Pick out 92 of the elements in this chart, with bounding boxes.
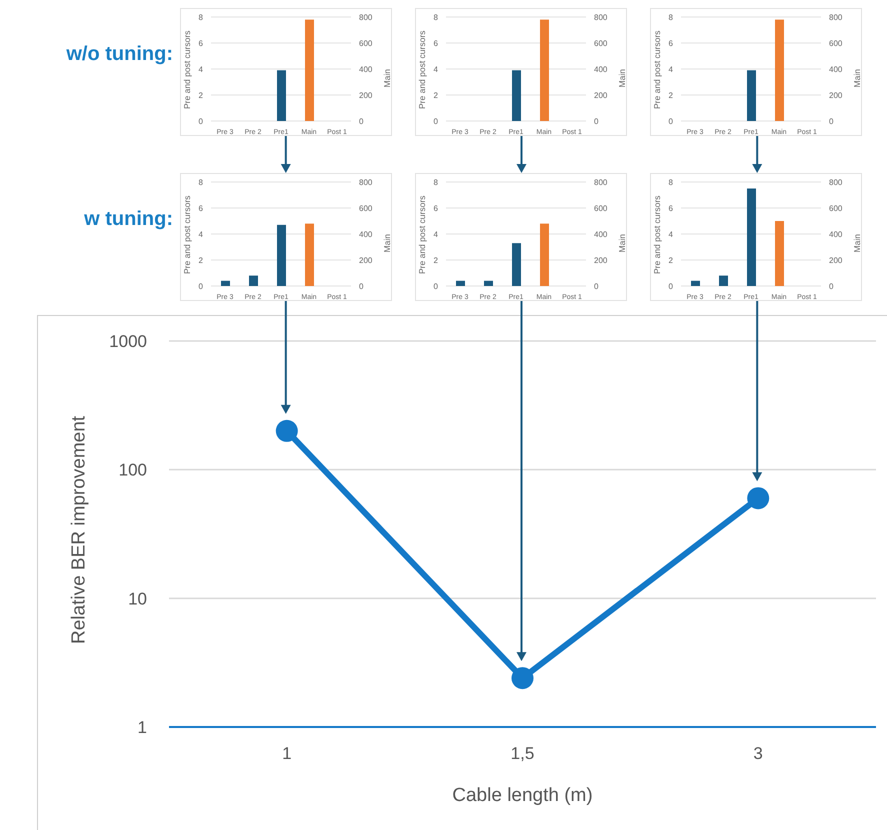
y2-tick-label: 800 xyxy=(829,12,843,22)
y-tick-label: 6 xyxy=(198,204,204,213)
bar xyxy=(221,280,230,286)
y-axis-title: Pre and post cursors xyxy=(417,30,428,109)
x-axis-title: Cable length (m) xyxy=(452,785,593,806)
y-axis-title: Pre and post cursors xyxy=(652,196,662,274)
y-tick-label: 0 xyxy=(198,282,204,291)
y-tick-label: 10 xyxy=(128,589,147,608)
y2-axis-title: Main xyxy=(617,68,628,88)
y-tick-label: 4 xyxy=(198,230,204,239)
x-tick-label: 3 xyxy=(753,744,763,764)
y2-tick-label: 200 xyxy=(359,256,373,265)
bar xyxy=(719,276,728,286)
y-tick-label: 0 xyxy=(434,282,439,291)
y2-axis-title: Main xyxy=(617,234,628,252)
y2-axis-title: Main xyxy=(382,234,392,252)
y-tick-label: 4 xyxy=(668,230,674,239)
y-tick-label: 8 xyxy=(668,12,674,22)
y-tick-label: 100 xyxy=(118,460,147,480)
text: w tuning: xyxy=(84,208,173,231)
y2-axis-title: Main xyxy=(852,68,862,88)
text: w/o tuning: xyxy=(66,43,173,66)
y2-tick-label: 800 xyxy=(359,178,373,187)
y-axis-title: Pre and post cursors xyxy=(652,30,662,109)
y2-tick-label: 400 xyxy=(594,230,608,239)
y2-tick-label: 400 xyxy=(359,64,373,74)
y2-tick-label: 200 xyxy=(829,90,843,100)
y-tick-label: 0 xyxy=(434,116,439,126)
y2-tick-label: 600 xyxy=(359,204,373,213)
y-tick-label: 6 xyxy=(434,38,439,48)
bar xyxy=(691,280,700,286)
y-tick-label: 8 xyxy=(434,178,439,187)
y-axis-title: Pre and post cursors xyxy=(417,196,428,274)
y2-tick-label: 600 xyxy=(829,38,843,48)
y2-tick-label: 200 xyxy=(594,256,608,265)
y2-axis-title: Main xyxy=(382,68,392,88)
y-tick-label: 6 xyxy=(198,38,204,48)
y-tick-label: 4 xyxy=(434,230,439,239)
y-tick-label: 1000 xyxy=(109,332,147,352)
y-tick-label: 8 xyxy=(198,12,204,22)
y-tick-label: 2 xyxy=(434,256,439,265)
point xyxy=(276,420,298,442)
y-tick-label: 4 xyxy=(668,64,674,74)
y2-tick-label: 800 xyxy=(359,12,373,22)
y2-tick-label: 800 xyxy=(829,178,843,187)
y2-tick-label: 0 xyxy=(359,282,364,291)
bar xyxy=(249,276,258,286)
y2-tick-label: 0 xyxy=(829,116,834,126)
y2-tick-label: 400 xyxy=(359,230,373,239)
y2-tick-label: 400 xyxy=(829,230,843,239)
y-tick-label: 1 xyxy=(138,718,147,738)
y2-tick-label: 600 xyxy=(594,38,608,48)
y-tick-label: 2 xyxy=(668,256,674,265)
y-tick-label: 4 xyxy=(198,64,204,74)
y2-tick-label: 800 xyxy=(594,12,608,22)
bar xyxy=(747,188,756,286)
y2-tick-label: 400 xyxy=(829,64,843,74)
y-tick-label: 2 xyxy=(434,90,439,100)
y2-tick-label: 200 xyxy=(359,90,373,100)
y-axis-title: Pre and post cursors xyxy=(182,196,192,274)
y2-axis-title: Main xyxy=(852,234,862,252)
y-tick-label: 6 xyxy=(668,38,674,48)
y-axis-title: Pre and post cursors xyxy=(182,30,192,109)
point xyxy=(512,667,534,690)
y-tick-label: 8 xyxy=(434,12,439,22)
y-tick-label: 0 xyxy=(668,282,674,291)
bar xyxy=(277,224,286,286)
y-tick-label: 2 xyxy=(668,90,674,100)
y2-tick-label: 0 xyxy=(829,282,834,291)
y2-tick-label: 0 xyxy=(594,116,599,126)
y2-tick-label: 600 xyxy=(594,204,608,213)
y-tick-label: 8 xyxy=(668,178,674,187)
y-tick-label: 6 xyxy=(434,204,439,213)
y-tick-label: 8 xyxy=(198,178,204,187)
y2-tick-label: 0 xyxy=(359,116,364,126)
y2-tick-label: 800 xyxy=(594,178,608,187)
y2-tick-label: 400 xyxy=(594,64,608,74)
y2-tick-label: 600 xyxy=(359,38,373,48)
y2-tick-label: 200 xyxy=(594,90,608,100)
y-tick-label: 2 xyxy=(198,256,204,265)
y-tick-label: 4 xyxy=(434,64,439,74)
y-tick-label: 0 xyxy=(668,116,674,126)
y-tick-label: 0 xyxy=(198,116,204,126)
x-tick-label: 1 xyxy=(282,744,292,764)
y-tick-label: 6 xyxy=(668,204,674,213)
y-tick-label: 2 xyxy=(198,90,204,100)
x-tick-label: 1,5 xyxy=(510,744,534,764)
y2-tick-label: 0 xyxy=(594,282,599,291)
y-axis-title: Relative BER improvement xyxy=(68,415,90,644)
point xyxy=(747,487,770,510)
y2-tick-label: 200 xyxy=(829,256,843,265)
y2-tick-label: 600 xyxy=(829,204,843,213)
